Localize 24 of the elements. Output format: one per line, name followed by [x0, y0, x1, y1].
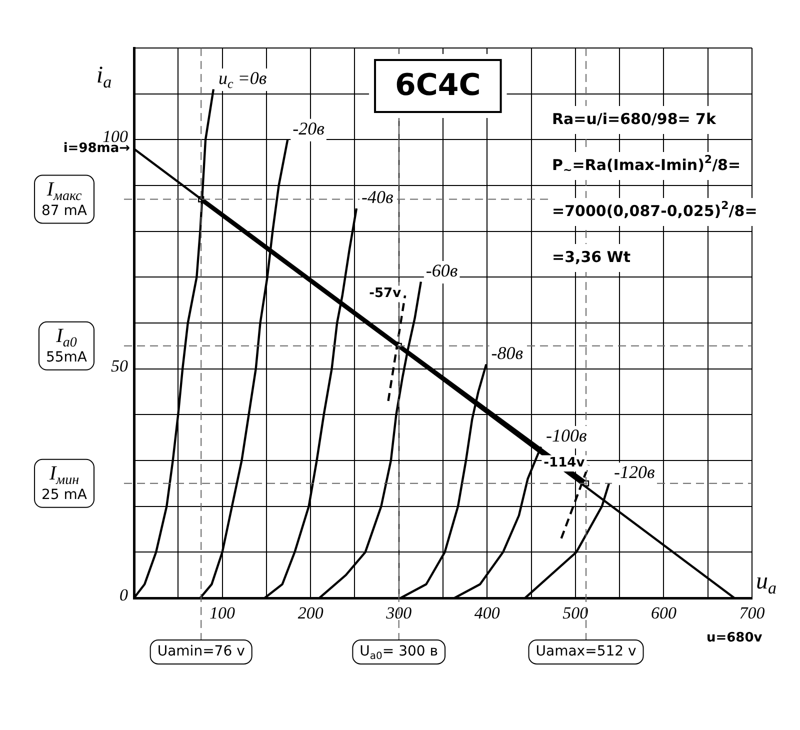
x-tick-label: 400: [474, 604, 500, 623]
x-tick-label: 700: [739, 604, 766, 623]
series-label: -120в: [614, 462, 655, 482]
series-label: -20в: [292, 118, 325, 138]
series-label: -40в: [361, 187, 394, 208]
annotation: u=680v: [706, 630, 763, 646]
annotation: i=98ma→: [63, 141, 130, 156]
series-label: -57v: [369, 286, 402, 301]
ref-line-label: Uamax=512 v: [536, 644, 636, 660]
series-label: -60в: [426, 260, 458, 280]
annotation: =3,36 Wt: [552, 248, 631, 266]
annotation: Ra=u/i=680/98= 7k: [552, 110, 717, 128]
series-label: -114v: [544, 455, 586, 470]
y-tick-label: 0: [120, 585, 128, 604]
x-tick-label: 200: [298, 604, 324, 623]
series-label: -80в: [491, 342, 524, 363]
y-tick-label: 50: [111, 356, 128, 376]
ref-line-label: Uamin=76 v: [157, 644, 245, 660]
x-tick-label: 300: [385, 604, 412, 623]
x-tick-label: 500: [562, 604, 589, 623]
x-tick-label: 100: [210, 604, 236, 623]
text: 6C4C: [395, 68, 481, 103]
x-tick-label: 600: [650, 604, 677, 623]
series-label: -100в: [546, 425, 587, 446]
